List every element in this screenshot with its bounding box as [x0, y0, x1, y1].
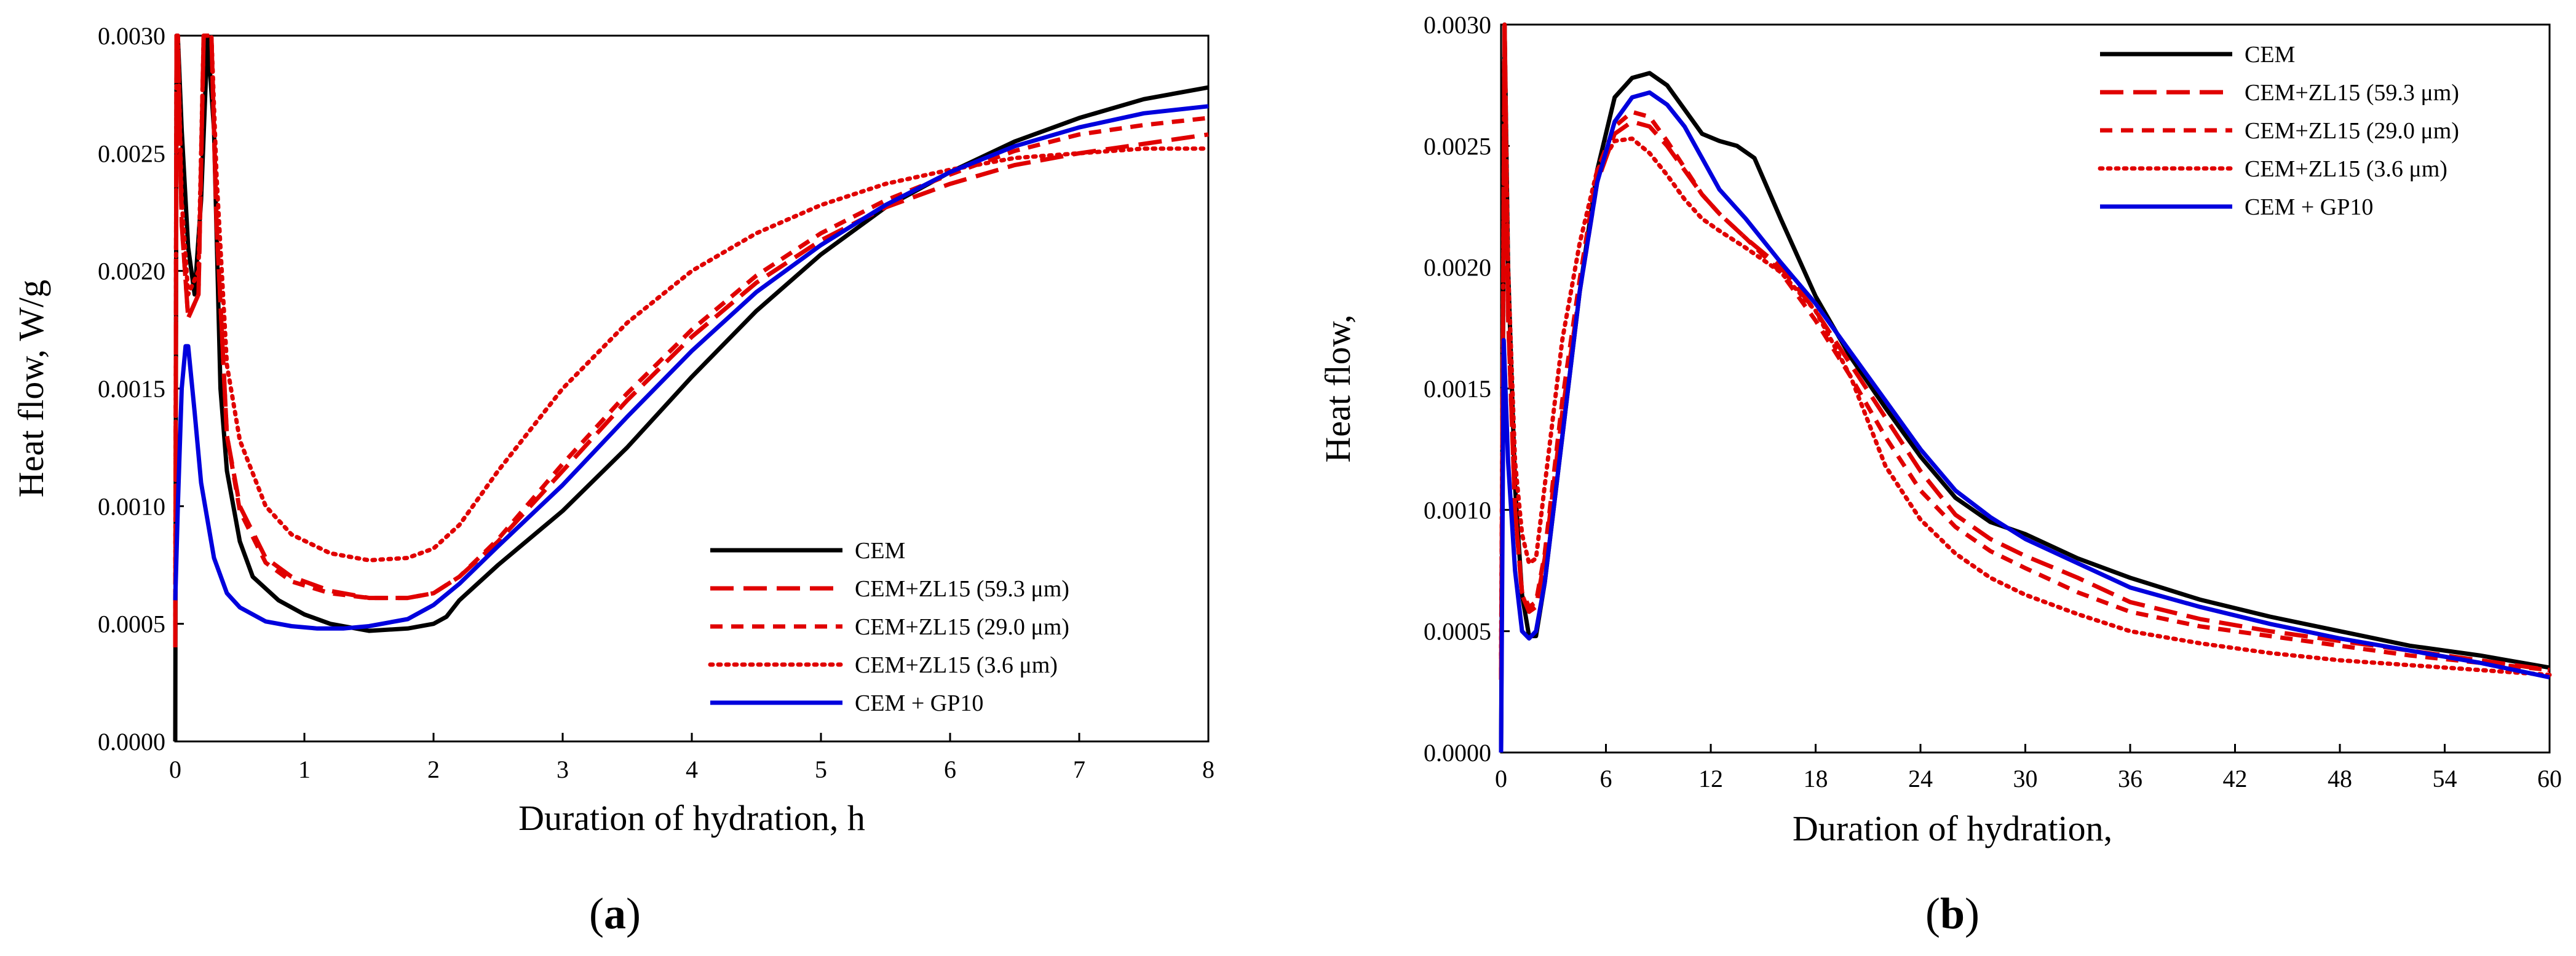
panel-a-legend-label: CEM	[855, 538, 905, 564]
panel-b-y-ticks: 0.0000 0.0005 0.0010 0.0015 0.0020 0.0025 0.00…	[1424, 11, 1510, 767]
panel-b-y-tick-label: 0.0010	[1424, 496, 1491, 524]
panel-b-x-axis-label: Duration of hydration,	[1793, 808, 2112, 848]
panel-a-x-tick-label: 6	[944, 756, 956, 783]
panel-b-y-axis-label: Heat flow,	[1318, 314, 1358, 462]
panel-b-legend-label: CEM+ZL15 (3.6 μm)	[2245, 156, 2447, 182]
panel-a-label: (a)	[589, 889, 641, 938]
panel-b-y-tick-label: 0.0025	[1424, 132, 1491, 160]
panel-b-legend-label: CEM+ZL15 (29.0 μm)	[2245, 118, 2459, 144]
panel-b-x-tick-label: 54	[2433, 765, 2457, 792]
panel-a-x-tick-label: 7	[1073, 756, 1085, 783]
panel-b-chart: 0.0000 0.0005 0.0010 0.0015 0.0020 0.0025 0.00…	[1318, 11, 2562, 938]
panel-a-x-tick-label: 1	[298, 756, 311, 783]
panel-a-y-tick-label: 0.0005	[98, 610, 165, 638]
panel-b-x-tick-label: 42	[2223, 765, 2248, 792]
panel-a-x-tick-label: 2	[427, 756, 440, 783]
panel-b-x-ticks: 0 6 12 18 24 30 36 42 48 54 60	[1495, 744, 2562, 792]
panel-b-x-tick-label: 60	[2537, 765, 2562, 792]
panel-b-x-tick-label: 24	[1908, 765, 1933, 792]
panel-a-series-group	[173, 33, 1211, 742]
panel-a-y-tick-label: 0.0015	[98, 375, 165, 403]
panel-a-y-tick-label: 0.0020	[98, 258, 165, 285]
panel-b-x-tick-label: 36	[2118, 765, 2142, 792]
panel-b-series-line-4	[1499, 90, 2550, 753]
panel-a-legend-label: CEM+ZL15 (59.3 μm)	[855, 576, 1069, 602]
panel-b-label: (b)	[1925, 889, 1980, 938]
panel-a-chart: 0.0000 0.0005 0.0010 0.0015 0.0020 0.0025 0.00…	[11, 22, 1215, 938]
panel-b-y-tick-label: 0.0020	[1424, 254, 1491, 282]
panel-b-legend: CEM CEM+ZL15 (59.3 μm) CEM+ZL15 (29.0 μm) C…	[2098, 42, 2459, 220]
panel-b-series-line-1	[1499, 22, 2550, 680]
panel-a-x-tick-label: 8	[1202, 756, 1215, 783]
panel-b-x-tick-label: 6	[1600, 765, 1612, 792]
panel-a-series-line-2	[173, 33, 1209, 647]
panel-b-y-tick-label: 0.0030	[1424, 11, 1491, 39]
panel-a-legend-label: CEM+ZL15 (3.6 μm)	[855, 652, 1058, 678]
panel-a-y-tick-label: 0.0010	[98, 492, 165, 520]
panel-a-legend-label: CEM+ZL15 (29.0 μm)	[855, 614, 1069, 640]
panel-a-series-line-3	[173, 33, 1211, 626]
panel-b-x-tick-label: 0	[1495, 765, 1507, 792]
panel-b-legend-label: CEM + GP10	[2245, 194, 2373, 220]
panel-b-y-tick-label: 0.0005	[1424, 618, 1491, 646]
panel-b-series-line-0	[1499, 22, 2550, 753]
panel-a-y-axis-label: Heat flow, W/g	[11, 280, 51, 497]
panel-a-x-tick-label: 3	[557, 756, 569, 783]
panel-a-x-ticks: 0 1 2 3 4 5 6 7 8	[169, 733, 1215, 783]
panel-b-letter: b	[1940, 889, 1965, 938]
panel-a-x-tick-label: 0	[169, 756, 181, 783]
panel-b-x-tick-label: 48	[2328, 765, 2352, 792]
panel-b-legend-label: CEM	[2245, 42, 2295, 68]
panel-b-x-tick-label: 18	[1804, 765, 1828, 792]
panel-b-x-tick-label: 30	[2013, 765, 2038, 792]
panel-a-y-tick-label: 0.0025	[98, 140, 165, 167]
panel-a-legend-label: CEM + GP10	[855, 690, 983, 716]
panel-a-x-axis-label: Duration of hydration, h	[518, 798, 865, 838]
panel-a-x-tick-label: 5	[815, 756, 827, 783]
panel-a-series-line-4	[173, 104, 1209, 631]
panel-b-legend-label: CEM+ZL15 (59.3 μm)	[2245, 80, 2459, 106]
panel-a-series-line-1	[173, 33, 1209, 647]
panel-b-series-line-3	[1499, 22, 2552, 677]
panel-b-series-line-2	[1499, 22, 2550, 680]
panel-b-y-tick-label: 0.0000	[1424, 739, 1491, 767]
panel-a-y-ticks: 0.0000 0.0005 0.0010 0.0015 0.0020 0.0025 0.00…	[98, 22, 184, 756]
panel-a-letter: a	[604, 889, 626, 938]
panel-a-x-tick-label: 4	[686, 756, 698, 783]
panel-a-legend: CEM CEM+ZL15 (59.3 μm) CEM+ZL15 (29.0 μm) C…	[708, 538, 1069, 716]
panel-b-y-tick-label: 0.0015	[1424, 375, 1491, 403]
panel-a-y-tick-label: 0.0030	[98, 22, 165, 50]
panel-b-x-tick-label: 12	[1698, 765, 1723, 792]
panel-b-series-group	[1499, 22, 2552, 753]
panel-a-y-tick-label: 0.0000	[98, 728, 165, 756]
